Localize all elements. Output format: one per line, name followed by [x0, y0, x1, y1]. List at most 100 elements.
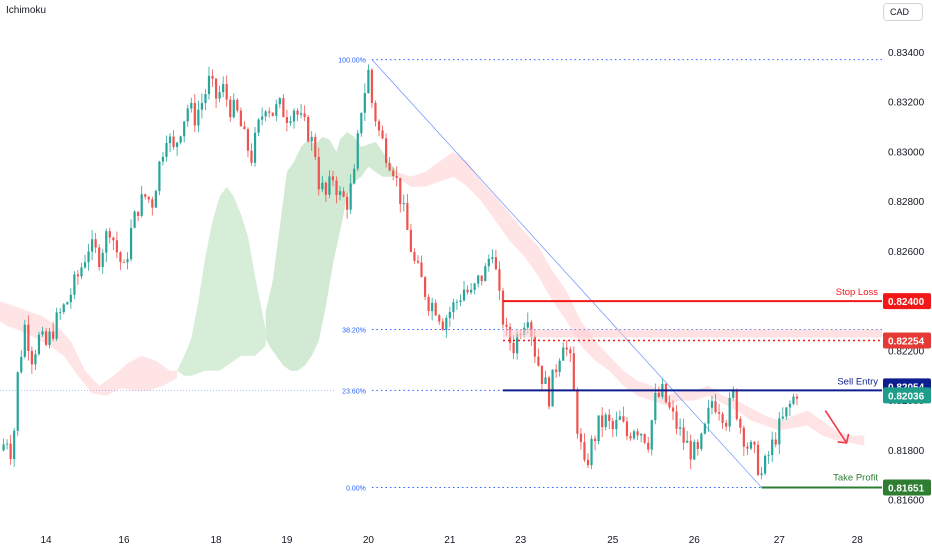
candle-body — [434, 302, 437, 316]
price-axis[interactable] — [882, 0, 932, 550]
candle-body — [438, 315, 441, 322]
candle-body — [83, 262, 87, 268]
candle-body — [2, 444, 5, 451]
candle-body — [498, 269, 501, 291]
candle-body — [671, 407, 675, 412]
candle-body — [703, 423, 706, 434]
candle-body — [512, 342, 515, 354]
candle-body — [76, 274, 80, 277]
candle-body — [292, 110, 296, 122]
candle-body — [176, 142, 179, 148]
fib-trend-line — [371, 59, 762, 488]
candle-body — [505, 324, 508, 327]
candle-body — [282, 98, 285, 118]
candle-body — [555, 369, 558, 372]
candle-body — [601, 415, 604, 428]
y-tick-label: 0.83200 — [888, 98, 925, 109]
candle-body — [73, 274, 76, 295]
x-tick-label: 16 — [118, 535, 130, 546]
candle-body — [232, 99, 235, 118]
candle-body — [572, 353, 575, 391]
candle-body — [632, 431, 636, 439]
candle-body — [62, 304, 65, 313]
y-tick-label: 0.83400 — [888, 48, 925, 59]
ichimoku-cloud-red — [0, 301, 178, 396]
candle-body — [491, 257, 494, 259]
candle-body — [179, 136, 182, 143]
candle-body — [271, 112, 274, 116]
candle-body — [650, 420, 653, 450]
candle-body — [331, 176, 335, 181]
candle-body — [246, 129, 250, 151]
candle-body — [767, 455, 770, 456]
fib-level-label: 100.00% — [338, 58, 366, 65]
candle-body — [55, 312, 58, 339]
candle-body — [52, 331, 55, 339]
candle-body — [328, 176, 331, 195]
ichimoku-cloud-green — [265, 132, 397, 371]
candle-body — [455, 301, 459, 303]
candle-body — [399, 177, 402, 205]
candle-body — [494, 257, 498, 270]
candle-body — [384, 138, 388, 164]
candle-body — [781, 416, 784, 419]
x-tick-label: 14 — [40, 535, 52, 546]
candle-body — [725, 422, 728, 427]
candle-body — [27, 324, 30, 352]
candle-body — [377, 121, 381, 131]
candle-body — [640, 434, 643, 436]
candle-body — [576, 390, 579, 434]
down-arrow-icon — [824, 410, 850, 444]
candle-body — [161, 156, 165, 162]
candle-body — [360, 112, 363, 134]
candle-body — [193, 102, 196, 126]
take-profit-badge — [883, 479, 931, 496]
candle-body — [675, 411, 678, 429]
candle-body — [618, 416, 621, 420]
candle-body — [427, 296, 430, 312]
candle-body — [654, 393, 657, 421]
candle-body — [477, 275, 480, 284]
candle-body — [356, 133, 359, 169]
candle-body — [30, 351, 33, 365]
candle-body — [406, 202, 409, 230]
candle-body — [243, 126, 246, 130]
candle-body — [473, 283, 476, 290]
candle-body — [41, 331, 44, 335]
indicator-title: Ichimoku — [6, 5, 47, 16]
candle-body — [540, 365, 544, 384]
candle-body — [764, 455, 767, 474]
candle-body — [700, 433, 703, 449]
candle-body — [484, 266, 487, 282]
candle-body — [275, 104, 278, 116]
candle-body — [735, 389, 738, 420]
candle-body — [470, 289, 473, 293]
candle-body — [611, 420, 614, 430]
candle-body — [186, 108, 189, 122]
currency-button[interactable]: CAD — [883, 3, 923, 21]
candle-body — [615, 419, 618, 430]
candle-body — [526, 322, 529, 328]
candle-body — [353, 168, 356, 184]
candle-body — [558, 360, 561, 372]
candle-body — [349, 183, 352, 210]
candle-body — [140, 194, 143, 216]
candle-body — [346, 196, 349, 210]
candle-body — [423, 277, 427, 297]
candle-body — [34, 354, 37, 365]
candle-body — [374, 102, 377, 122]
candle-body — [562, 347, 565, 361]
candle-body — [785, 407, 788, 417]
candle-body — [87, 251, 90, 263]
candle-body — [452, 302, 455, 312]
candle-body — [395, 176, 398, 178]
candle-body — [98, 247, 101, 268]
candle-body — [190, 102, 193, 109]
candle-body — [307, 117, 310, 142]
candle-body — [569, 349, 572, 354]
candle-body — [197, 109, 200, 126]
candle-body — [137, 211, 140, 216]
candle-body — [416, 260, 420, 263]
candle-body — [388, 163, 391, 171]
